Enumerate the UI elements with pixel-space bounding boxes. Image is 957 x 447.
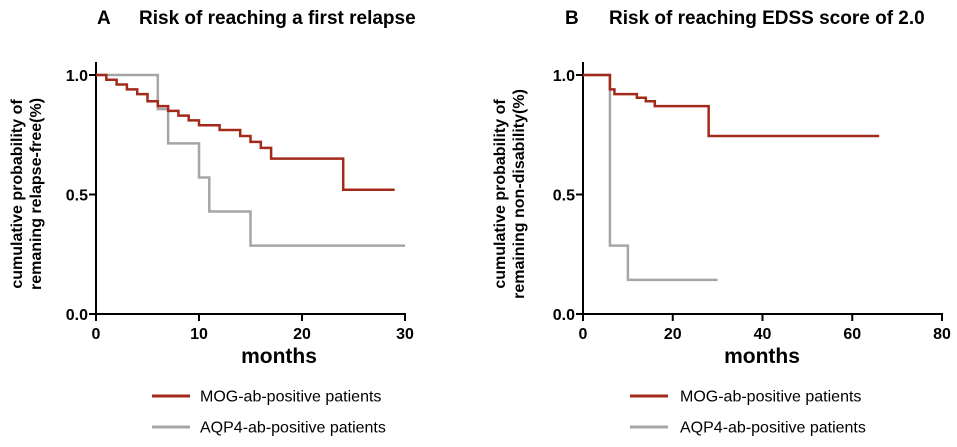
x-tick-label: 30 (396, 326, 414, 343)
panel-b-letter: B (565, 8, 579, 29)
panel-a-xlabel: months (241, 345, 317, 368)
y-tick-label: 1.0 (66, 68, 88, 85)
panel-a-plot-area: 0.0 0.5 1.0 0 10 20 30 (66, 62, 414, 343)
panel-a-letter: A (97, 8, 111, 29)
y-tick-label: 0.0 (553, 307, 575, 324)
legend-label-mog: MOG-ab-positive patients (680, 389, 861, 406)
panel-a-ylabel-line-2: remaning relapse-free(%) (28, 98, 45, 290)
panel-a-ylabel-line-1: cumulative probability of (9, 99, 26, 289)
panel-b-xlabel: months (724, 345, 800, 368)
panel-b-ylabel-line-1: cumulative probability of (492, 99, 509, 289)
legend-label-aqp4: AQP4-ab-positive patients (200, 420, 386, 437)
panel-b-legend: MOG-ab-positive patients AQP4-ab-positiv… (630, 389, 866, 437)
aqp4-ab-positive-patients-curve (96, 73, 405, 247)
legend-label-aqp4: AQP4-ab-positive patients (680, 420, 866, 437)
x-tick-label: 20 (293, 326, 311, 343)
y-tick-label: 1.0 (553, 68, 575, 85)
panel-b-title: Risk of reaching EDSS score of 2.0 (609, 8, 925, 29)
panel-a-legend: MOG-ab-positive patients AQP4-ab-positiv… (152, 389, 386, 437)
mog-ab-positive-patients-curve (96, 73, 395, 191)
x-tick-label: 20 (664, 326, 682, 343)
panel-b-plot-area: 0.0 0.5 1.0 0 20 40 60 80 (553, 62, 951, 343)
legend-label-mog: MOG-ab-positive patients (200, 389, 381, 406)
panel-b: B Risk of reaching EDSS score of 2.0 cum… (492, 8, 951, 437)
panel-a: A Risk of reaching a first relapse cumul… (9, 8, 416, 437)
x-tick-label: 10 (190, 326, 208, 343)
panel-b-ylabel-line-2: remaining non-disability(%) (511, 89, 528, 299)
y-tick-label: 0.0 (66, 307, 88, 324)
x-tick-label: 40 (754, 326, 772, 343)
x-tick-label: 0 (92, 326, 101, 343)
mog-ab-positive-patients-curve (583, 73, 880, 138)
x-tick-label: 80 (933, 326, 951, 343)
x-tick-label: 0 (579, 326, 588, 343)
y-tick-label: 0.5 (66, 188, 88, 205)
panel-a-title: Risk of reaching a first relapse (139, 8, 416, 29)
y-tick-label: 0.5 (553, 188, 575, 205)
x-tick-label: 60 (843, 326, 861, 343)
